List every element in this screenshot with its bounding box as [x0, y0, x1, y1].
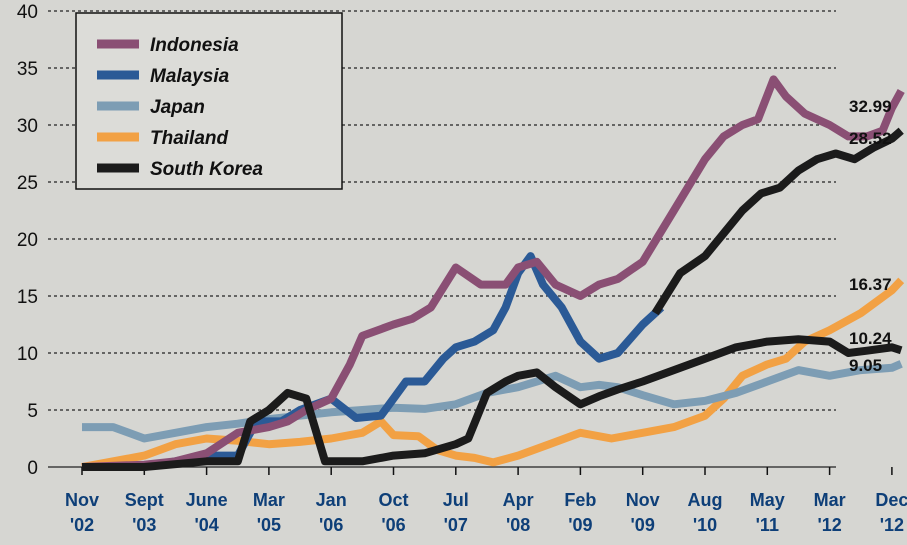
- x-tick-year: '03: [132, 515, 156, 535]
- legend-label: Japan: [150, 97, 205, 118]
- x-tick-month: Jul: [443, 490, 469, 510]
- x-tick-month: Feb: [564, 490, 596, 510]
- legend-label: Malaysia: [150, 66, 230, 87]
- x-axis-tick-labels: Nov '02 Sept '03 June '04 Mar '05 Jan '06 Oct '06 Ju…: [65, 467, 907, 535]
- y-tick-label: 15: [17, 287, 38, 308]
- y-tick-label: 25: [17, 173, 38, 194]
- x-tick-month: Mar: [814, 490, 846, 510]
- end-value-label: 16.37: [849, 275, 892, 294]
- x-tick-year: '06: [319, 515, 343, 535]
- x-tick-year: '04: [194, 515, 218, 535]
- x-tick-month: June: [186, 490, 228, 510]
- x-tick-year: '09: [568, 515, 592, 535]
- end-value-labels: 32.99 28.52 16.37 10.24 9.05: [849, 97, 892, 375]
- y-tick-label: 5: [27, 401, 38, 422]
- series-line-south-korea: [82, 335, 903, 471]
- series-line-japan: [82, 360, 903, 443]
- y-tick-label: 20: [17, 230, 38, 251]
- series-line-south-korea-upper: [651, 127, 904, 316]
- y-tick-label: 0: [27, 458, 38, 479]
- x-tick-year: '02: [70, 515, 94, 535]
- legend-label: Thailand: [150, 128, 229, 149]
- end-value-label: 32.99: [849, 97, 892, 116]
- y-tick-label: 10: [17, 344, 38, 365]
- x-tick-month: Aug: [688, 490, 723, 510]
- x-tick-year: '07: [444, 515, 468, 535]
- end-value-label: 28.52: [849, 129, 892, 148]
- x-tick-month: Mar: [253, 490, 285, 510]
- y-tick-label: 30: [17, 116, 38, 137]
- y-axis-tick-labels: 0 5 10 15 20 25 30 35 40: [17, 2, 38, 479]
- x-tick-year: '08: [506, 515, 530, 535]
- x-tick-year: '11: [756, 515, 779, 535]
- x-tick-month: Nov: [626, 490, 660, 510]
- series-lines: [81, 75, 905, 471]
- x-tick-month: Nov: [65, 490, 99, 510]
- x-tick-month: Apr: [503, 490, 534, 510]
- x-tick-year: '10: [693, 515, 717, 535]
- legend-label: Indonesia: [150, 35, 239, 56]
- legend: Indonesia Malaysia Japan Thailand South Kore…: [75, 12, 343, 190]
- x-tick-year: '09: [631, 515, 655, 535]
- x-tick-month: Oct: [378, 490, 408, 510]
- x-tick-year: '12: [817, 515, 841, 535]
- end-value-label: 10.24: [849, 329, 892, 348]
- x-tick-year: '05: [257, 515, 281, 535]
- x-tick-month: Dec: [875, 490, 907, 510]
- end-value-label: 9.05: [849, 356, 882, 375]
- x-tick-year: '06: [381, 515, 405, 535]
- x-tick-year: '12: [880, 515, 904, 535]
- x-tick-month: Sept: [125, 490, 164, 510]
- x-tick-month: May: [750, 490, 785, 510]
- legend-label: South Korea: [150, 159, 263, 180]
- y-tick-label: 40: [17, 2, 38, 23]
- y-tick-label: 35: [17, 59, 38, 80]
- series-line-indonesia: [81, 75, 905, 471]
- x-tick-month: Jan: [316, 490, 347, 510]
